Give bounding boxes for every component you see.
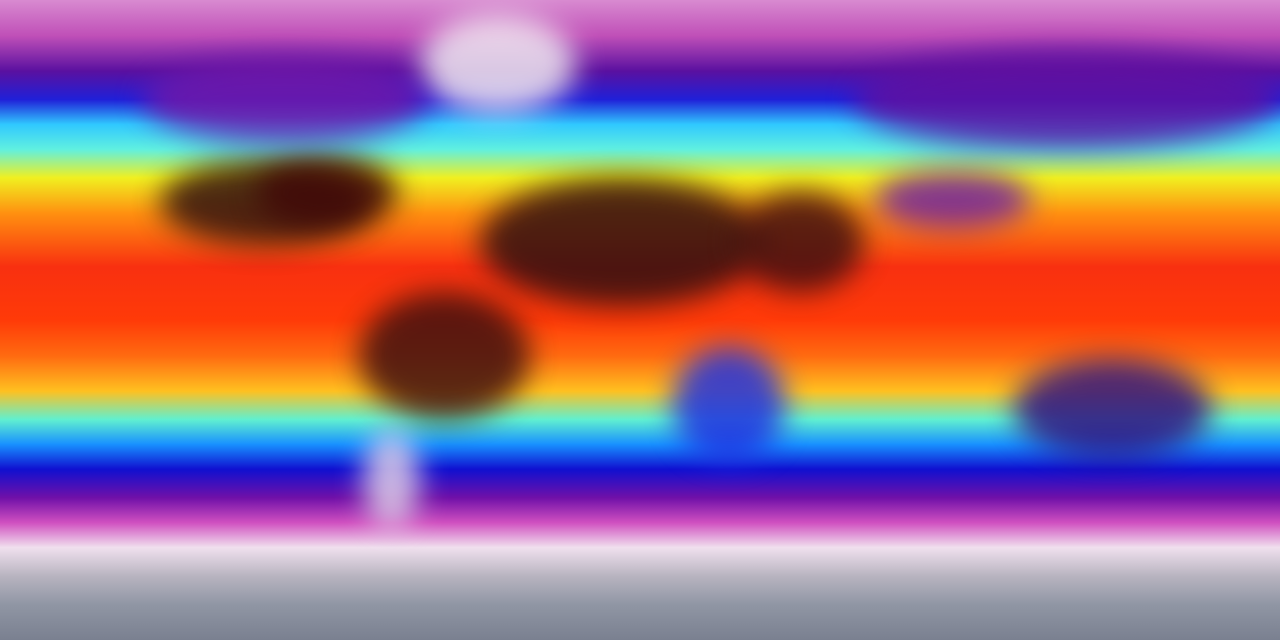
region-tibet: [874, 170, 1032, 228]
region-amazon: [359, 291, 530, 420]
region-arabia: [736, 192, 864, 292]
region-sahara: [480, 177, 765, 306]
region-australia: [1013, 359, 1213, 459]
region-canada: [142, 56, 427, 143]
region-central-us: [256, 156, 399, 228]
region-patagonia: [362, 430, 420, 530]
region-greenland: [419, 14, 576, 114]
region-siberia: [853, 49, 1280, 150]
region-southern-africa: [672, 348, 786, 463]
